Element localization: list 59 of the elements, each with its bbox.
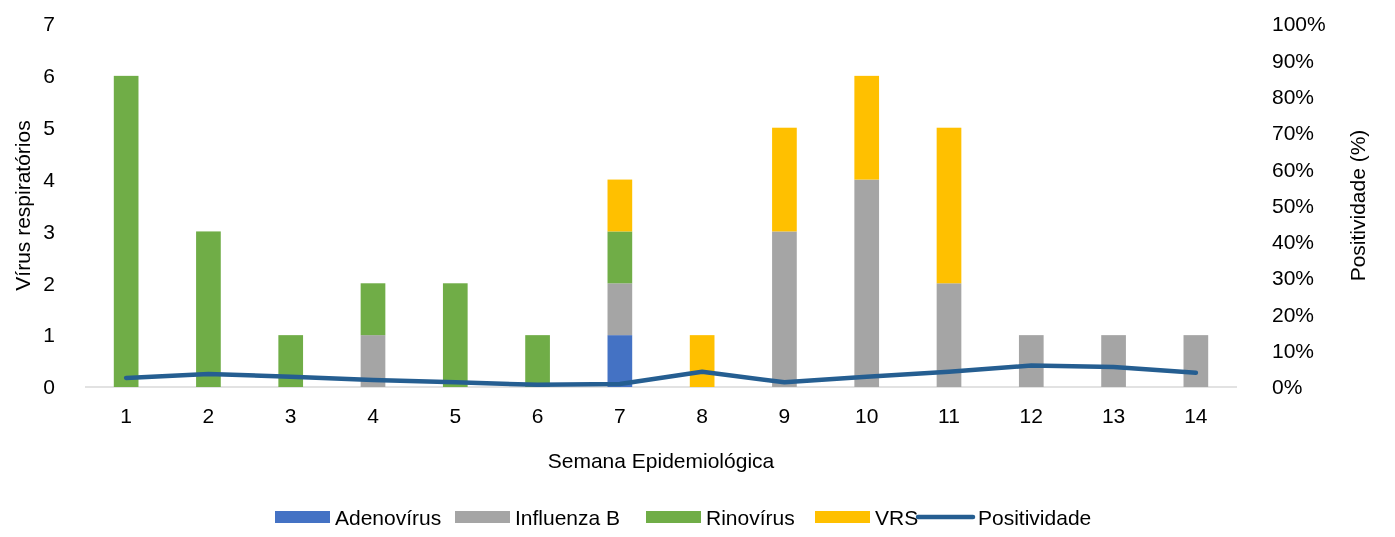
bar: [854, 75, 880, 180]
y2-tick-label: 70%: [1272, 121, 1315, 145]
bar: [1018, 335, 1044, 387]
y-axis-title: Vírus respiratórios: [11, 120, 34, 291]
y-tick-label: 7: [43, 12, 55, 36]
y2-tick-label: 60%: [1272, 157, 1315, 181]
x-axis-title: Semana Epidemiológica: [547, 449, 775, 472]
x-tick-label: 6: [531, 404, 544, 427]
bar: [854, 179, 880, 387]
bar: [936, 283, 962, 387]
legend-label: Influenza B: [515, 506, 621, 529]
x-tick-label: 14: [1184, 404, 1208, 427]
y-tick-label: 6: [43, 64, 55, 88]
x-tick-label: 9: [778, 404, 791, 427]
y-tick-label: 3: [43, 219, 55, 243]
y2-tick-label: 100%: [1272, 12, 1326, 36]
legend-label: VRS: [875, 506, 919, 529]
bar: [1183, 335, 1209, 387]
bar: [196, 231, 221, 387]
x-tick-label: 8: [696, 404, 708, 427]
bar: [442, 283, 468, 387]
x-tick-label: 4: [367, 404, 380, 427]
y2-tick-label: 50%: [1272, 193, 1315, 217]
x-tick-label: 12: [1019, 404, 1043, 427]
line-series: [123, 363, 1199, 388]
y2-tick-label: 20%: [1272, 302, 1315, 326]
y2-axis-title: Positividade (%): [1346, 129, 1369, 282]
legend-label: Adenovírus: [335, 506, 442, 529]
x-tick-label: 1: [120, 404, 132, 427]
y2-tick-label: 80%: [1272, 84, 1315, 108]
legend-label: Rinovírus: [706, 506, 795, 529]
y-tick-label: 5: [43, 116, 55, 140]
bar: [360, 283, 386, 336]
bar: [936, 127, 962, 284]
y2-tick-label: 90%: [1272, 48, 1315, 72]
x-tick-label: 10: [855, 404, 879, 427]
bar: [607, 179, 633, 232]
bar: [607, 231, 633, 284]
x-tick-label: 13: [1101, 404, 1126, 427]
bar: [1101, 335, 1126, 387]
bar: [772, 231, 797, 387]
x-tick-label: 3: [284, 404, 297, 427]
bar: [772, 127, 797, 232]
x-tick-label: 5: [449, 404, 462, 427]
legend-label: Positividade: [978, 506, 1092, 529]
y-tick-label: 2: [43, 271, 55, 295]
y2-tick-label: 10%: [1272, 339, 1315, 363]
bar: [113, 75, 139, 387]
bar: [607, 283, 633, 336]
x-tick-label: 7: [614, 404, 626, 427]
y2-tick-label: 40%: [1272, 230, 1315, 254]
x-tick-label: 2: [202, 404, 215, 427]
x-tick-label: 11: [938, 404, 960, 427]
y2-tick-label: 0%: [1272, 375, 1303, 399]
bar: [278, 335, 304, 387]
y-tick-label: 1: [43, 323, 55, 347]
y-tick-label: 0: [43, 375, 55, 399]
y2-tick-label: 30%: [1272, 266, 1315, 290]
y-tick-label: 4: [43, 167, 56, 191]
